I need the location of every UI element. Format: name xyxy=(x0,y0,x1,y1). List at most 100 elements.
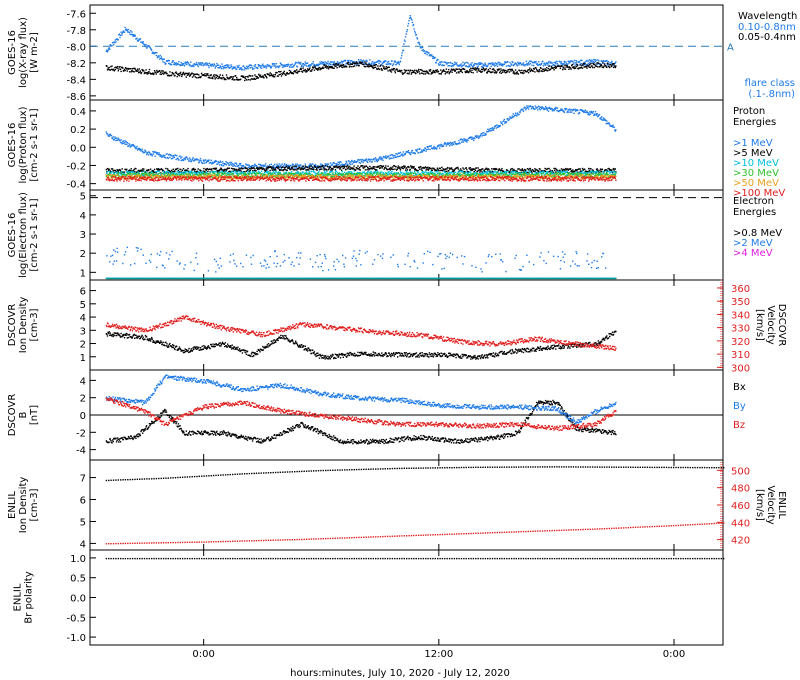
data-point xyxy=(180,61,182,64)
data-point xyxy=(179,71,182,74)
data-point xyxy=(346,166,348,168)
data-point xyxy=(563,110,565,112)
data-point xyxy=(388,157,390,159)
data-point xyxy=(464,140,466,142)
data-point xyxy=(445,172,448,174)
data-point xyxy=(166,175,169,177)
data-point xyxy=(401,172,403,174)
data-point xyxy=(136,70,138,72)
data-point xyxy=(555,168,558,170)
data-point xyxy=(279,165,282,167)
data-point xyxy=(193,160,195,162)
data-point xyxy=(146,47,148,49)
data-point xyxy=(212,172,215,174)
data-point xyxy=(474,168,476,170)
data-point xyxy=(593,66,596,69)
data-point xyxy=(391,173,394,175)
data-point xyxy=(169,71,171,73)
data-point xyxy=(398,70,400,72)
data-point xyxy=(537,109,539,111)
data-point xyxy=(555,67,557,69)
data-point xyxy=(262,164,265,167)
data-point xyxy=(493,168,496,170)
data-point xyxy=(128,71,131,73)
data-point xyxy=(382,155,385,158)
data-point xyxy=(452,170,454,173)
data-point xyxy=(307,69,309,72)
data-point xyxy=(162,172,164,175)
data-point xyxy=(593,113,596,115)
data-point xyxy=(157,169,159,171)
data-point xyxy=(373,64,375,67)
data-point xyxy=(261,170,263,172)
data-point xyxy=(211,163,213,165)
data-point xyxy=(310,70,313,72)
data-point xyxy=(200,160,202,162)
data-point xyxy=(233,164,236,167)
data-point xyxy=(418,152,420,154)
data-point xyxy=(285,163,288,166)
data-point xyxy=(234,165,237,167)
data-point xyxy=(580,172,582,174)
data-point xyxy=(410,73,412,75)
data-point xyxy=(311,173,313,176)
data-point xyxy=(372,61,374,63)
data-point xyxy=(449,145,451,147)
data-point xyxy=(570,170,572,173)
data-point xyxy=(610,64,612,66)
data-point xyxy=(435,62,437,64)
data-point xyxy=(221,169,224,171)
data-point xyxy=(433,168,436,171)
data-point xyxy=(256,76,258,78)
data-point xyxy=(486,167,488,170)
data-point xyxy=(399,151,402,154)
data-point xyxy=(185,173,187,175)
data-point xyxy=(450,68,453,70)
data-point xyxy=(370,63,372,66)
data-point xyxy=(274,63,276,65)
data-point xyxy=(575,67,577,69)
data-point xyxy=(245,175,247,177)
data-point xyxy=(563,66,565,68)
data-point xyxy=(567,168,569,170)
data-point xyxy=(347,174,349,176)
data-point xyxy=(546,168,548,170)
data-point xyxy=(568,66,571,68)
data-point xyxy=(137,40,139,42)
data-point xyxy=(296,171,298,174)
data-point xyxy=(524,170,526,172)
data-point xyxy=(131,31,133,33)
data-point xyxy=(124,26,126,29)
data-point xyxy=(444,142,446,144)
data-point xyxy=(108,174,110,176)
data-point xyxy=(244,173,246,176)
data-point xyxy=(150,48,152,51)
data-point xyxy=(457,64,459,66)
data-point xyxy=(453,143,455,146)
data-point xyxy=(462,139,464,142)
data-point xyxy=(436,172,439,174)
data-point xyxy=(276,72,278,74)
data-point xyxy=(438,64,440,66)
data-point xyxy=(338,162,340,164)
data-point xyxy=(115,171,117,173)
data-point xyxy=(254,78,257,80)
data-point xyxy=(280,166,283,168)
data-point xyxy=(532,70,534,72)
data-point xyxy=(615,65,617,67)
data-point xyxy=(543,170,546,172)
data-point xyxy=(107,169,110,171)
data-point xyxy=(342,175,344,177)
data-point xyxy=(329,166,331,168)
data-point xyxy=(228,164,231,166)
data-point xyxy=(449,171,451,174)
data-point xyxy=(259,66,262,69)
data-point xyxy=(179,157,182,159)
data-point xyxy=(372,67,374,70)
data-point xyxy=(348,171,351,173)
data-point xyxy=(571,171,573,173)
data-point xyxy=(333,61,335,63)
data-point xyxy=(595,59,597,61)
data-point xyxy=(554,167,556,170)
data-point xyxy=(453,170,455,173)
